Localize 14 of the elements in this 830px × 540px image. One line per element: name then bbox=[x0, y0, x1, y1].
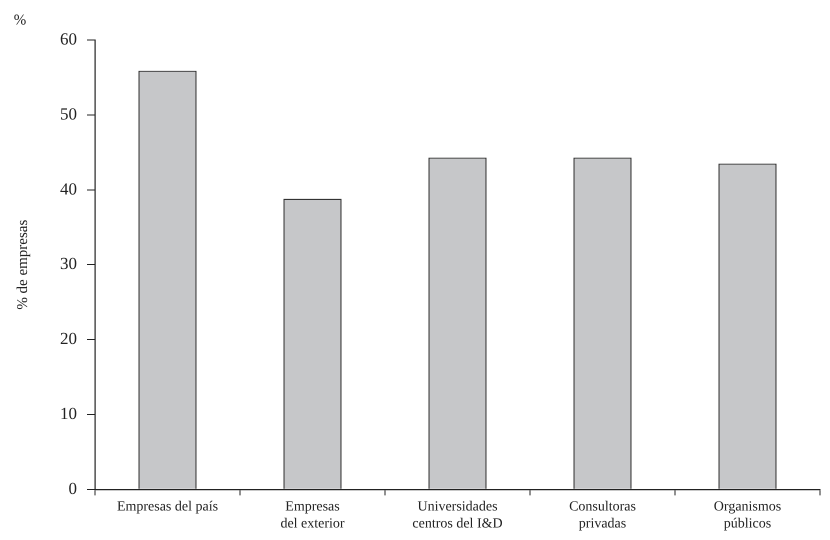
y-tick-label: 30 bbox=[60, 254, 77, 274]
x-tick-label: Consultoras privadas bbox=[569, 499, 636, 532]
y-tick-label: 20 bbox=[60, 329, 77, 348]
x-tick-label: Universidades centros del I&D bbox=[412, 499, 503, 532]
y-axis-title: % de empresas bbox=[14, 220, 31, 310]
x-tick-label: Empresas del país bbox=[116, 499, 218, 514]
y-tick-label: 60 bbox=[60, 29, 77, 48]
text: % bbox=[14, 12, 26, 28]
x-tick-label: Organismos públicos bbox=[714, 499, 782, 532]
x-tick-label: Empresas del exterior bbox=[280, 499, 345, 532]
y-tick-label: 10 bbox=[60, 404, 77, 423]
y-tick-label: 0 bbox=[68, 478, 77, 498]
y-tick-label: 50 bbox=[60, 104, 77, 124]
y-tick-label: 40 bbox=[60, 179, 77, 198]
